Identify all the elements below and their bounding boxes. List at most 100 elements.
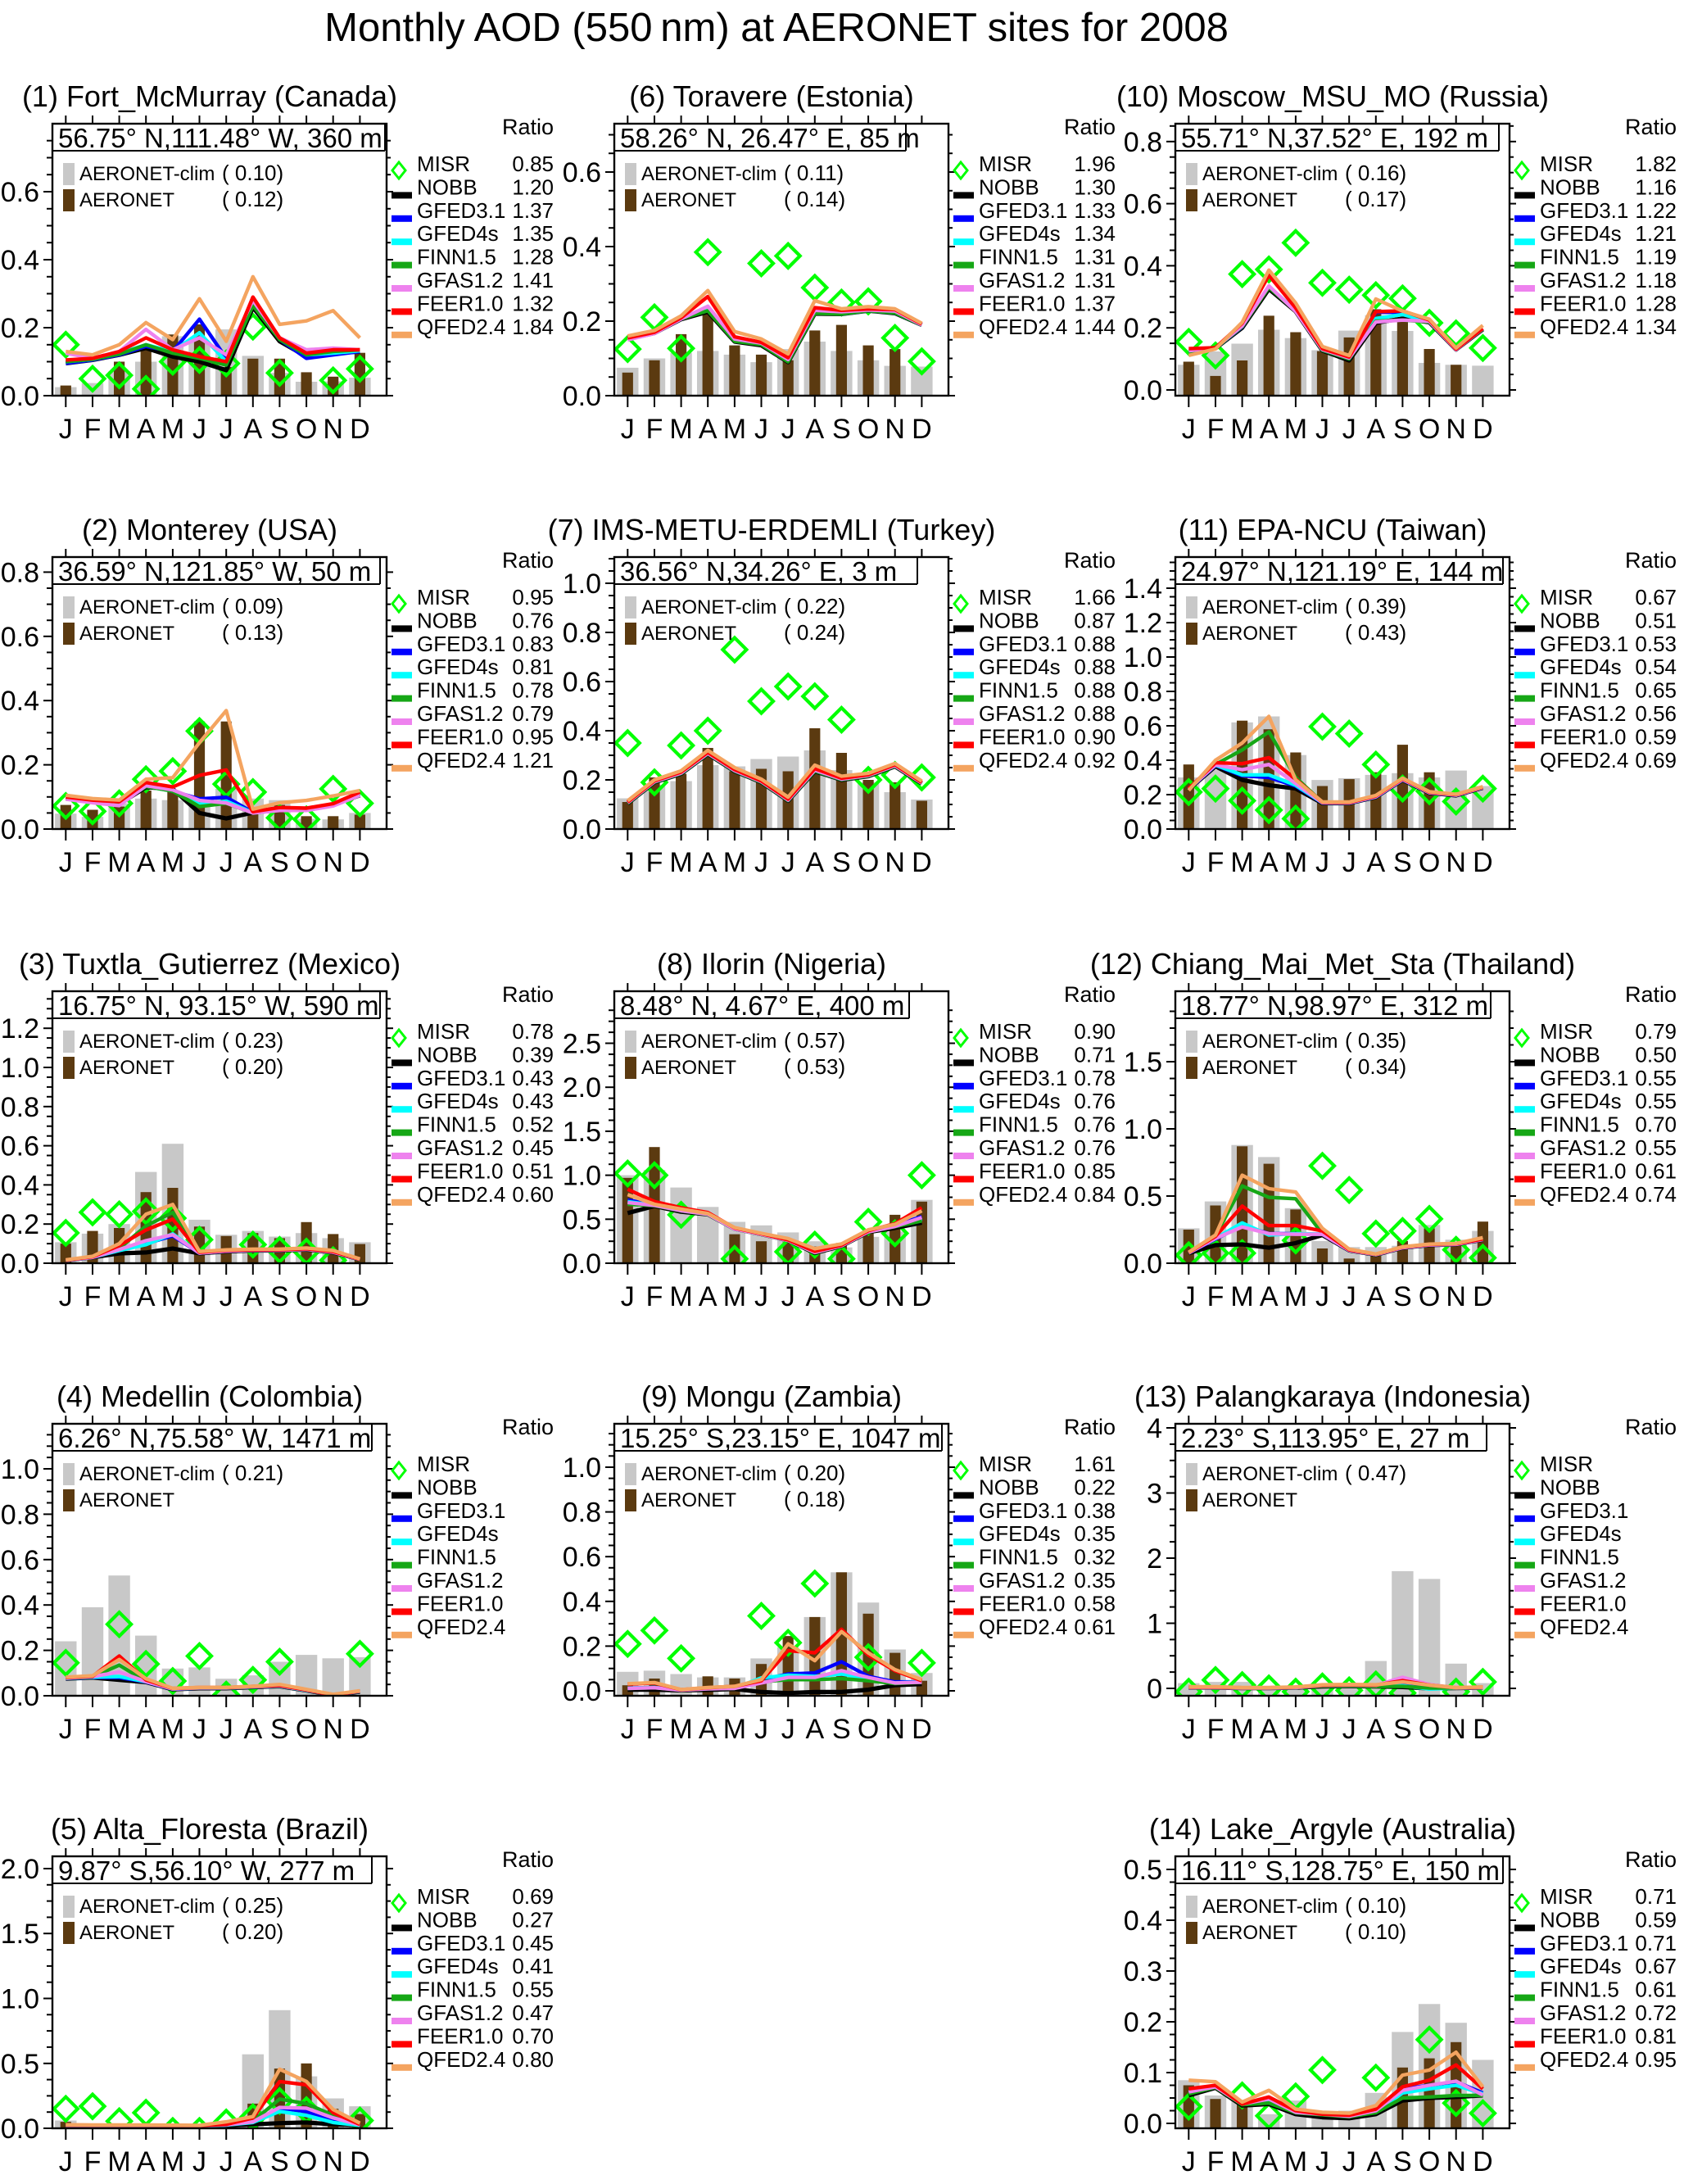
svg-text:AERONET: AERONET bbox=[1202, 1489, 1297, 1511]
svg-text:J: J bbox=[781, 847, 795, 878]
svg-text:( 0.20): ( 0.20) bbox=[784, 1461, 845, 1485]
svg-text:FEER1.0: FEER1.0 bbox=[417, 2023, 504, 2048]
svg-text:0.8: 0.8 bbox=[1, 1499, 39, 1530]
svg-text:1.0: 1.0 bbox=[1, 1053, 39, 1084]
svg-text:O: O bbox=[296, 1281, 317, 1312]
svg-text:N: N bbox=[323, 2146, 343, 2177]
svg-text:M: M bbox=[669, 847, 692, 878]
svg-text:GFED4s: GFED4s bbox=[417, 221, 499, 246]
svg-text:AERONET-clim: AERONET-clim bbox=[1202, 1463, 1338, 1485]
svg-text:0.5: 0.5 bbox=[1124, 1181, 1162, 1212]
svg-text:0.4: 0.4 bbox=[563, 232, 601, 263]
svg-text:0.2: 0.2 bbox=[1124, 780, 1162, 811]
svg-text:NOBB: NOBB bbox=[1540, 174, 1600, 199]
svg-text:(1) Fort_McMurray (Canada): (1) Fort_McMurray (Canada) bbox=[22, 79, 397, 113]
svg-text:S: S bbox=[832, 1714, 851, 1745]
svg-text:NOBB: NOBB bbox=[417, 1475, 478, 1499]
svg-text:0.5: 0.5 bbox=[1124, 1855, 1162, 1886]
svg-text:AERONET: AERONET bbox=[79, 623, 174, 645]
svg-text:0.6: 0.6 bbox=[1, 622, 39, 653]
svg-text:GFED4s: GFED4s bbox=[417, 1089, 499, 1113]
svg-text:FEER1.0: FEER1.0 bbox=[417, 291, 504, 315]
svg-text:0.4: 0.4 bbox=[1124, 1905, 1162, 1937]
svg-text:0.32: 0.32 bbox=[1074, 1545, 1116, 1570]
svg-text:A: A bbox=[243, 2146, 262, 2177]
svg-text:0.78: 0.78 bbox=[1074, 1066, 1116, 1090]
svg-text:0.53: 0.53 bbox=[1635, 632, 1677, 656]
svg-text:S: S bbox=[1393, 2146, 1412, 2177]
svg-text:J: J bbox=[59, 1281, 73, 1312]
svg-text:J: J bbox=[220, 847, 233, 878]
svg-text:0.3: 0.3 bbox=[1124, 1956, 1162, 1987]
svg-text:QFED2.4: QFED2.4 bbox=[417, 1182, 505, 1207]
svg-text:Monthly AOD (550 nm) at AERONE: Monthly AOD (550 nm) at AERONET sites fo… bbox=[324, 6, 1229, 50]
svg-text:J: J bbox=[59, 1714, 73, 1745]
svg-text:0.81: 0.81 bbox=[1635, 2023, 1677, 2048]
svg-text:1.28: 1.28 bbox=[512, 245, 554, 270]
svg-text:0.95: 0.95 bbox=[1635, 2047, 1677, 2072]
svg-text:0.88: 0.88 bbox=[1074, 701, 1116, 726]
svg-text:(2) Monterey (USA): (2) Monterey (USA) bbox=[82, 513, 337, 546]
svg-text:GFED3.1: GFED3.1 bbox=[417, 1498, 505, 1523]
svg-text:FEER1.0: FEER1.0 bbox=[417, 724, 504, 749]
svg-text:0.6: 0.6 bbox=[1, 1131, 39, 1162]
svg-text:QFED2.4: QFED2.4 bbox=[417, 315, 505, 339]
svg-text:(4) Medellin (Colombia): (4) Medellin (Colombia) bbox=[57, 1380, 363, 1413]
svg-text:M: M bbox=[107, 2146, 130, 2177]
svg-text:D: D bbox=[912, 414, 932, 445]
svg-text:J: J bbox=[59, 2146, 73, 2177]
svg-text:GFED3.1: GFED3.1 bbox=[417, 1066, 505, 1090]
svg-text:58.26° N, 26.47° E, 85 m: 58.26° N, 26.47° E, 85 m bbox=[620, 123, 920, 153]
svg-text:GFED4s: GFED4s bbox=[1540, 221, 1622, 246]
svg-text:A: A bbox=[1260, 2146, 1279, 2177]
svg-text:M: M bbox=[1284, 2146, 1307, 2177]
svg-text:1.0: 1.0 bbox=[1, 1454, 39, 1485]
svg-text:0.61: 0.61 bbox=[1074, 1615, 1116, 1639]
svg-text:GFAS1.2: GFAS1.2 bbox=[1540, 268, 1627, 292]
svg-text:D: D bbox=[912, 1281, 932, 1312]
svg-text:A: A bbox=[1260, 1714, 1279, 1745]
svg-text:0.71: 0.71 bbox=[1635, 1931, 1677, 1955]
svg-text:N: N bbox=[1446, 1714, 1466, 1745]
svg-text:1.4: 1.4 bbox=[1124, 573, 1162, 605]
svg-text:AERONET-clim: AERONET-clim bbox=[79, 596, 215, 618]
svg-text:0.55: 0.55 bbox=[1635, 1135, 1677, 1160]
svg-text:1.2: 1.2 bbox=[1124, 608, 1162, 639]
svg-text:0.95: 0.95 bbox=[512, 724, 554, 749]
svg-text:0.2: 0.2 bbox=[563, 306, 601, 338]
svg-text:J: J bbox=[192, 414, 206, 445]
svg-text:A: A bbox=[805, 414, 824, 445]
svg-text:1.32: 1.32 bbox=[512, 291, 554, 315]
svg-text:J: J bbox=[754, 414, 768, 445]
svg-text:FINN1.5: FINN1.5 bbox=[417, 1112, 496, 1137]
svg-text:GFAS1.2: GFAS1.2 bbox=[417, 1135, 504, 1160]
svg-text:A: A bbox=[137, 2146, 156, 2177]
svg-text:M: M bbox=[1284, 414, 1307, 445]
svg-text:FINN1.5: FINN1.5 bbox=[1540, 678, 1619, 703]
svg-text:0.76: 0.76 bbox=[1074, 1089, 1116, 1113]
svg-text:0.70: 0.70 bbox=[512, 2023, 554, 2048]
svg-text:M: M bbox=[669, 1281, 692, 1312]
svg-text:GFED3.1: GFED3.1 bbox=[1540, 1066, 1628, 1090]
svg-text:GFED3.1: GFED3.1 bbox=[979, 1498, 1067, 1523]
svg-text:18.77° N,98.97° E, 312 m: 18.77° N,98.97° E, 312 m bbox=[1181, 990, 1488, 1021]
svg-text:0.4: 0.4 bbox=[1, 245, 39, 276]
svg-text:F: F bbox=[1207, 1281, 1224, 1312]
svg-text:0.67: 0.67 bbox=[1635, 1954, 1677, 1978]
svg-text:M: M bbox=[161, 414, 184, 445]
svg-text:AERONET: AERONET bbox=[1202, 189, 1297, 211]
svg-text:0.2: 0.2 bbox=[1124, 313, 1162, 344]
svg-text:A: A bbox=[805, 1714, 824, 1745]
svg-text:0.84: 0.84 bbox=[1074, 1182, 1116, 1207]
svg-text:( 0.47): ( 0.47) bbox=[1345, 1461, 1406, 1485]
svg-text:S: S bbox=[832, 847, 851, 878]
svg-text:( 0.23): ( 0.23) bbox=[222, 1028, 283, 1053]
svg-text:FEER1.0: FEER1.0 bbox=[417, 1591, 504, 1615]
svg-text:GFAS1.2: GFAS1.2 bbox=[1540, 1568, 1627, 1593]
svg-text:M: M bbox=[669, 414, 692, 445]
svg-text:GFAS1.2: GFAS1.2 bbox=[979, 701, 1066, 726]
svg-text:1.19: 1.19 bbox=[1635, 245, 1677, 270]
svg-text:FINN1.5: FINN1.5 bbox=[1540, 245, 1619, 270]
svg-text:AERONET-clim: AERONET-clim bbox=[1202, 1031, 1338, 1053]
svg-text:1.5: 1.5 bbox=[563, 1117, 601, 1148]
